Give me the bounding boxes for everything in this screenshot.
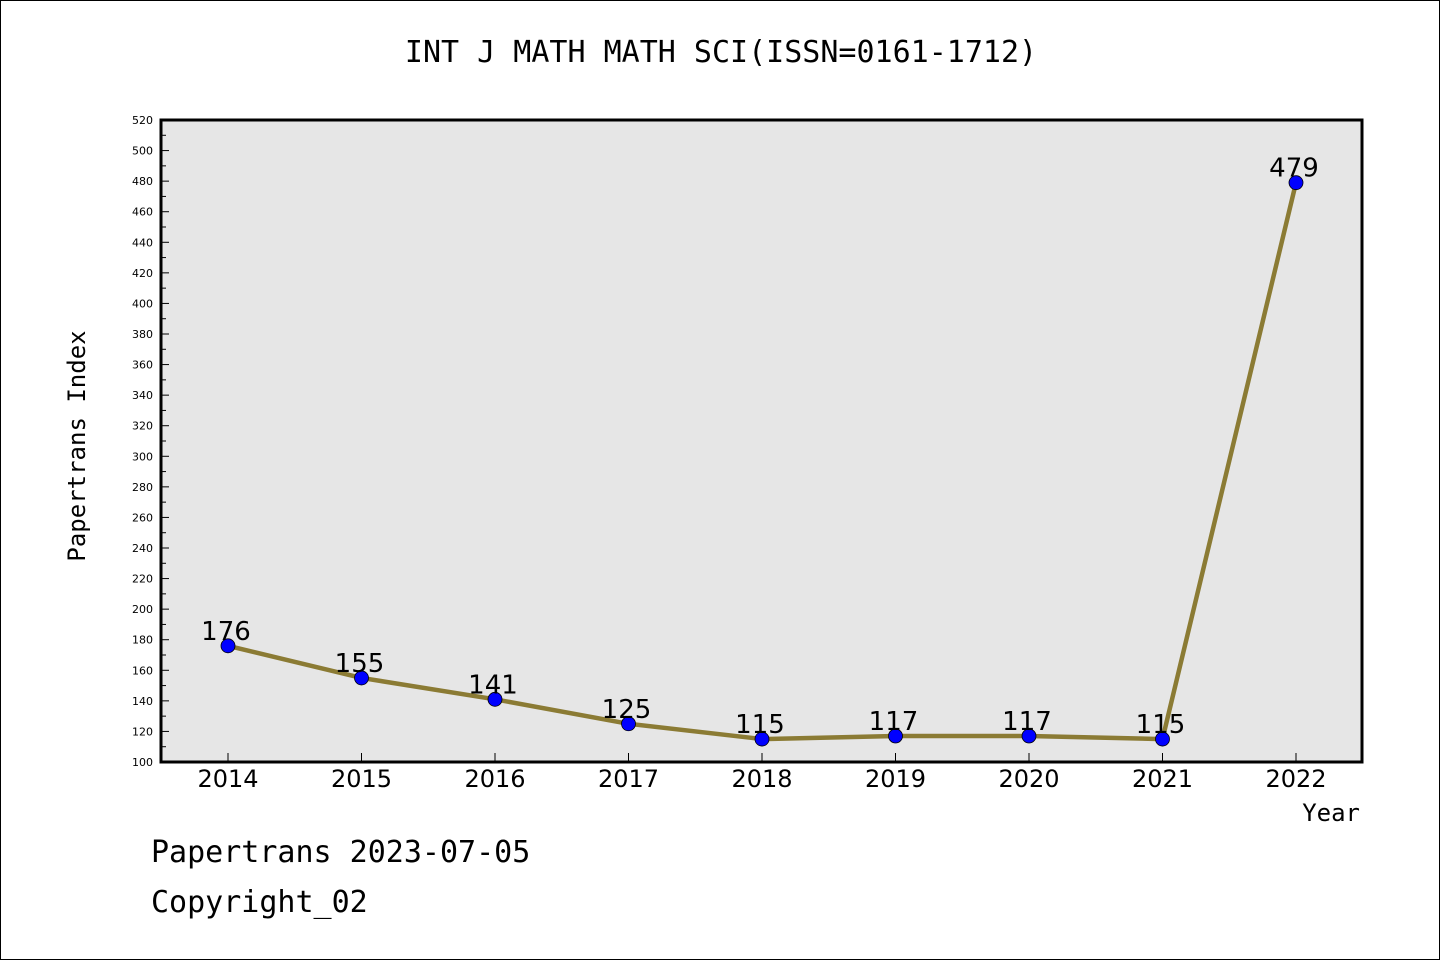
y-tick-label: 380 <box>132 328 153 341</box>
y-tick-label: 440 <box>132 236 153 249</box>
y-tick-label: 160 <box>132 664 153 677</box>
x-tick-label: 2017 <box>598 765 659 793</box>
data-labels: 176 155 141 125 115 117 117 115 479 <box>201 154 1319 740</box>
plot-area <box>159 118 1364 764</box>
data-label: 155 <box>335 649 385 679</box>
data-label: 479 <box>1269 154 1319 184</box>
y-tick-label: 460 <box>132 206 153 219</box>
x-axis-label: Year <box>1302 799 1360 827</box>
data-label: 141 <box>468 670 518 700</box>
x-tick-label: 2014 <box>197 765 258 793</box>
x-axis: 2014 2015 2016 2017 2018 2019 2020 2021 2022 <box>197 753 1327 793</box>
y-tick-label: 280 <box>132 481 153 494</box>
footer-copyright: Copyright_02 <box>151 885 368 920</box>
data-point <box>1288 175 1304 191</box>
y-tick-label: 260 <box>132 511 153 524</box>
x-tick-label: 2020 <box>998 765 1059 793</box>
data-point <box>888 728 903 744</box>
y-tick-label: 400 <box>132 297 153 310</box>
y-tick-label: 320 <box>132 420 153 433</box>
y-tick-label: 220 <box>132 573 153 586</box>
y-axis: 100 120 140 160 180 200 220 240 260 280 300 320 340 3… <box>132 114 169 769</box>
data-point <box>354 670 369 686</box>
y-tick-label: 200 <box>132 603 153 616</box>
y-tick-label: 520 <box>132 114 153 127</box>
data-label: 117 <box>1002 707 1052 737</box>
data-label: 125 <box>602 695 652 725</box>
x-tick-label: 2019 <box>865 765 926 793</box>
y-tick-label: 420 <box>132 267 153 280</box>
footer-date: Papertrans 2023-07-05 <box>151 835 531 870</box>
data-label: 117 <box>869 707 919 737</box>
y-axis-label: Papertrans Index <box>63 330 91 561</box>
data-label: 176 <box>201 617 251 647</box>
x-tick-label: 2015 <box>331 765 392 793</box>
data-point <box>1155 731 1170 747</box>
data-point <box>621 716 636 732</box>
y-tick-label: 480 <box>132 175 153 188</box>
y-tick-label: 300 <box>132 450 153 463</box>
data-point <box>487 691 503 707</box>
data-point <box>754 731 770 747</box>
y-tick-label: 240 <box>132 542 153 555</box>
y-tick-label: 500 <box>132 145 153 158</box>
y-tick-label: 360 <box>132 359 153 372</box>
y-tick-label: 180 <box>132 634 153 647</box>
data-label: 115 <box>735 710 785 740</box>
y-tick-label: 100 <box>132 756 153 769</box>
y-tick-label: 120 <box>132 725 153 738</box>
y-tick-label: 140 <box>132 695 153 708</box>
series-group <box>220 175 1304 747</box>
data-point <box>1021 728 1037 744</box>
y-tick-label: 340 <box>132 389 153 402</box>
x-tick-label: 2018 <box>731 765 792 793</box>
x-tick-label: 2016 <box>464 765 525 793</box>
chart-title: INT J MATH MATH SCI(ISSN=0161-1712) <box>404 35 1038 70</box>
data-point <box>220 638 236 654</box>
x-tick-label: 2021 <box>1132 765 1193 793</box>
x-tick-label: 2022 <box>1265 765 1326 793</box>
data-label: 115 <box>1136 710 1186 740</box>
